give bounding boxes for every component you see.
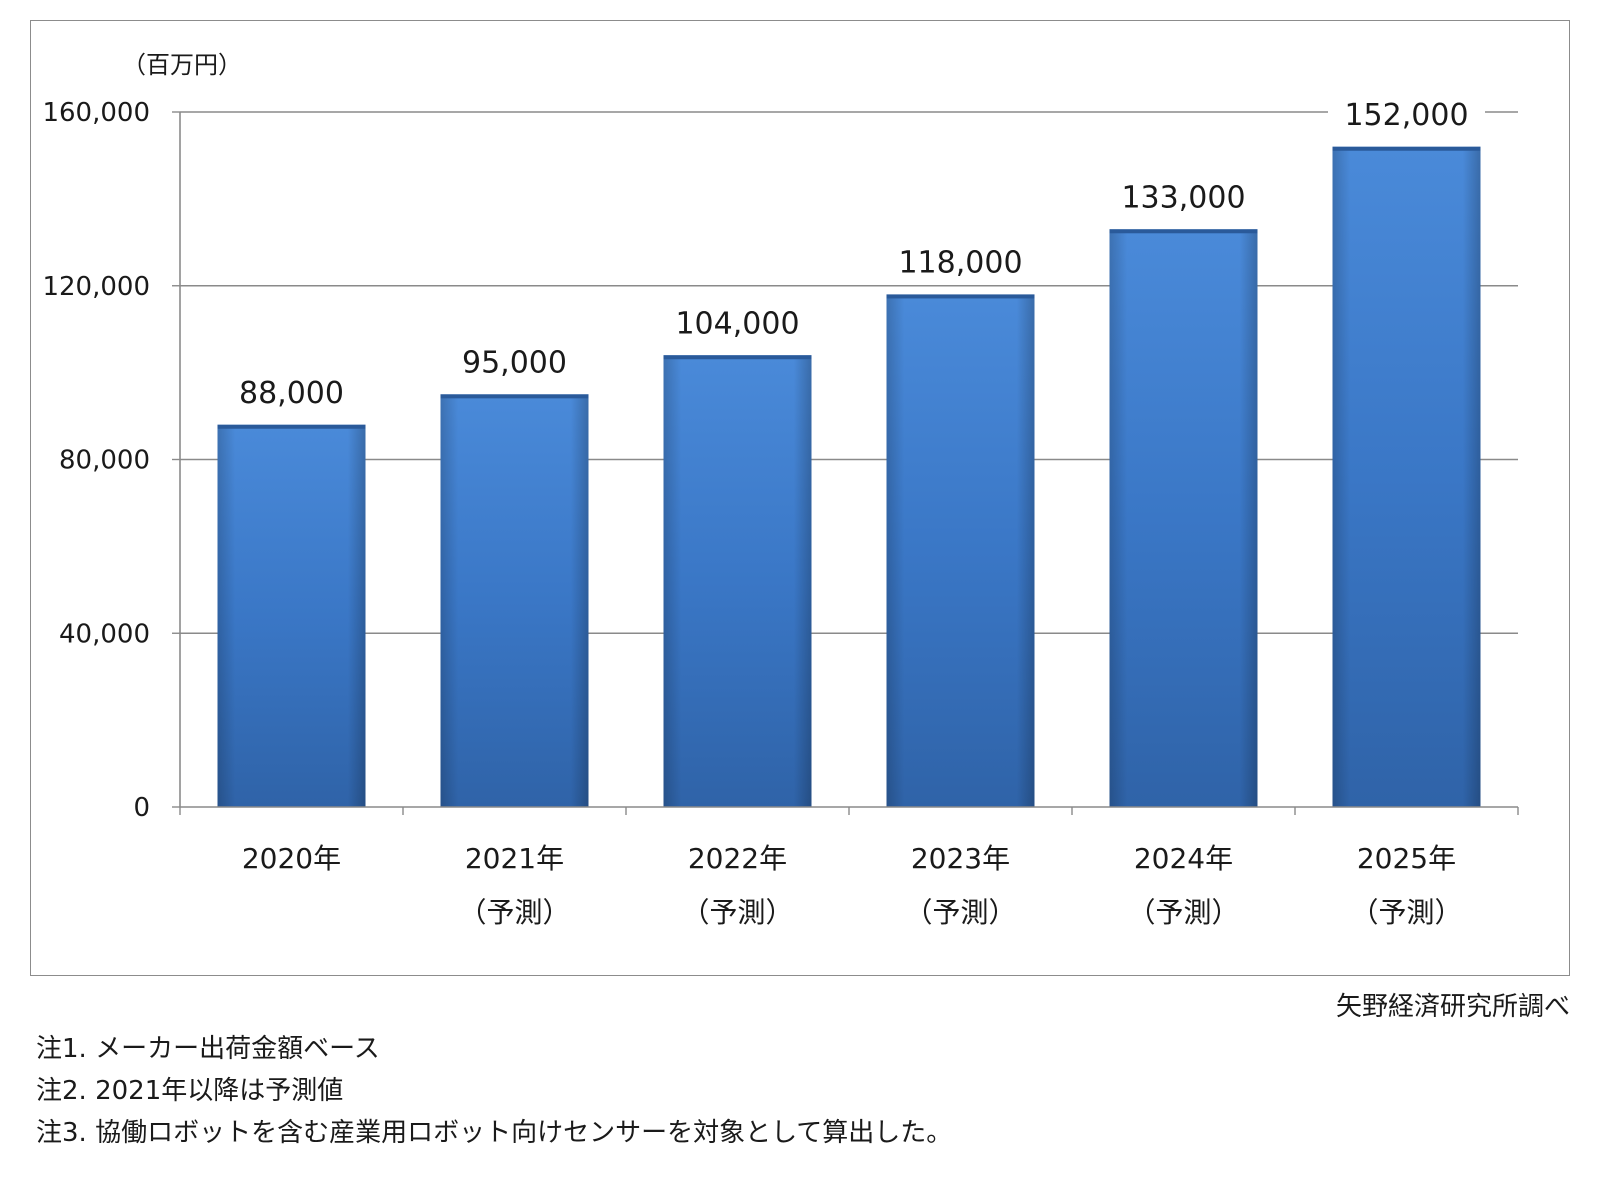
notes: 注1. メーカー出荷金額ベース 注2. 2021年以降は予測値 注3. 協働ロボ… (36, 1028, 952, 1154)
y-tick-label: 0 (133, 793, 150, 823)
bar-shade (440, 394, 589, 807)
data-label: 152,000 (1344, 98, 1468, 133)
y-unit-label: （百万円） (122, 51, 242, 79)
data-label: 104,000 (675, 306, 799, 341)
note-3: 注3. 協働ロボットを含む産業用ロボット向けセンサーを対象として算出した。 (36, 1118, 953, 1148)
bar-top-edge (217, 424, 366, 429)
x-tick-sublabel: （予測） (458, 896, 570, 929)
y-tick-label: 40,000 (59, 619, 150, 649)
data-label: 118,000 (898, 245, 1022, 280)
source-credit: 矢野経済研究所調べ (1335, 992, 1570, 1022)
bar-shade (1332, 146, 1481, 807)
bar-shade (663, 355, 812, 807)
x-tick-sublabel: （予測） (904, 896, 1016, 929)
bar-shade (217, 424, 366, 807)
x-tick-label: 2025年 (1357, 842, 1456, 875)
x-tick-label: 2020年 (242, 842, 341, 875)
bar-top-edge (886, 294, 1035, 299)
bar-top-edge (440, 394, 589, 399)
value-label-bg (222, 368, 361, 413)
chart-frame (30, 20, 1570, 976)
data-label: 95,000 (462, 345, 567, 380)
x-tick-label: 2021年 (465, 842, 564, 875)
data-label: 133,000 (1121, 180, 1245, 215)
x-tick-label: 2023年 (911, 842, 1010, 875)
note-1: 注1. メーカー出荷金額ベース (36, 1034, 380, 1064)
bar-shade (886, 294, 1035, 807)
bar-top-edge (1109, 229, 1258, 234)
y-tick-label: 160,000 (42, 98, 150, 128)
bar-shade (1109, 229, 1258, 807)
bar-top-edge (663, 355, 812, 360)
value-label-bg (1328, 90, 1485, 135)
value-label-bg (882, 238, 1039, 283)
value-label-bg (659, 299, 816, 344)
x-tick-sublabel: （予測） (1127, 896, 1239, 929)
x-tick-label: 2024年 (1134, 842, 1233, 875)
value-label-bg (445, 338, 584, 383)
data-label: 88,000 (239, 376, 344, 411)
x-tick-sublabel: （予測） (681, 896, 793, 929)
y-tick-label: 80,000 (59, 446, 150, 476)
note-2: 注2. 2021年以降は予測値 (36, 1076, 344, 1106)
x-tick-sublabel: （予測） (1350, 896, 1462, 929)
x-tick-label: 2022年 (688, 842, 787, 875)
bar-top-edge (1332, 146, 1481, 151)
y-tick-label: 120,000 (42, 272, 150, 302)
bar-chart: 0 40,000 80,000 120,000 160,000 （百万円） 88,000 20… (42, 51, 1519, 929)
value-label-bg (1105, 173, 1262, 218)
